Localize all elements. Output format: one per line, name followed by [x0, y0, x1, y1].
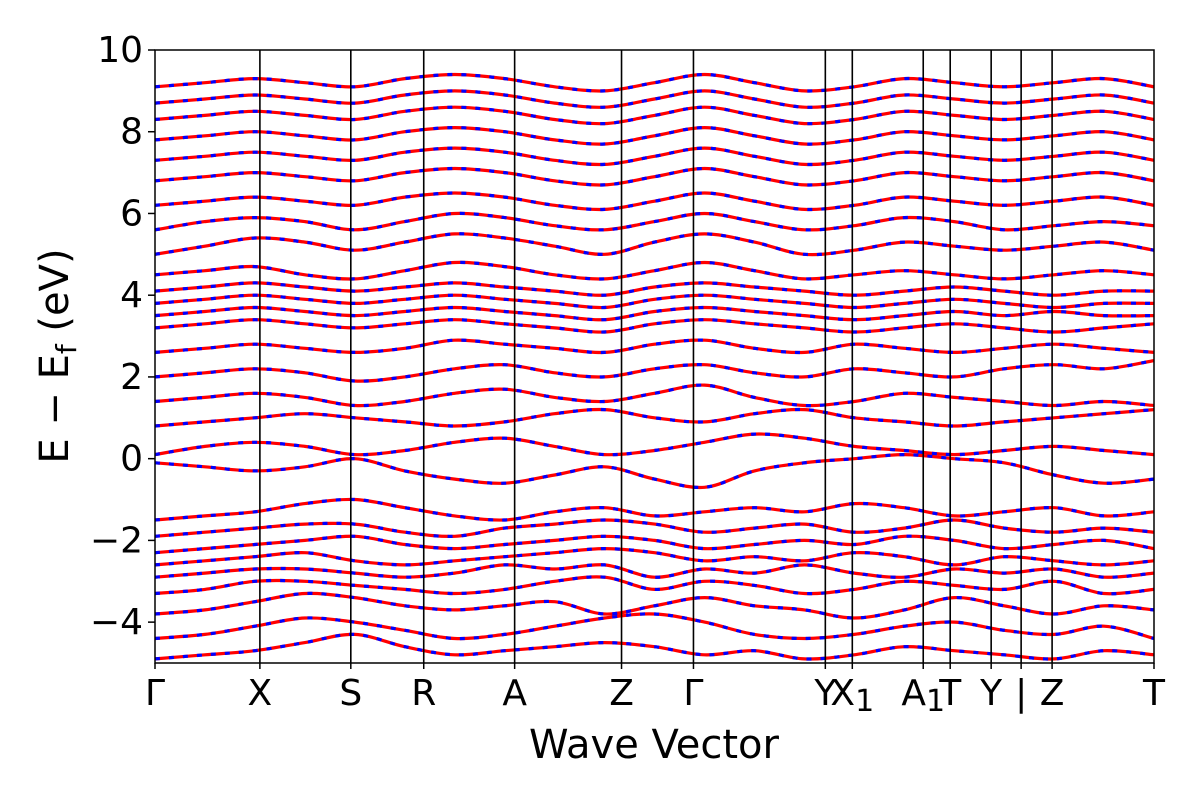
y-tick-label-3: 0: [120, 439, 143, 480]
y-tick-label-5: 4: [120, 275, 143, 316]
y-tick-label-7: 8: [120, 112, 143, 153]
band-line-overlay-11: [155, 432, 1154, 457]
band-line-overlay-1: [155, 632, 1154, 661]
x-tick-label-11: T: [938, 673, 962, 714]
band-line-12: [155, 407, 1154, 428]
band-line-17: [155, 305, 1154, 322]
x-tick-label-3: S: [339, 673, 362, 714]
band-line-overlay-28: [155, 89, 1154, 109]
y-axis-title-subscript: f: [50, 343, 83, 354]
x-tick-label-9: X1: [830, 673, 874, 719]
x-axis-title: Wave Vector: [529, 722, 780, 768]
x-tick-label-6: Z: [609, 673, 634, 714]
band-line-overlay-6: [155, 546, 1154, 567]
plot-frame: [154, 49, 1155, 664]
band-line-overlay-4: [155, 575, 1154, 596]
band-line-overlay-3: [155, 591, 1154, 620]
band-line-16: [155, 318, 1154, 334]
y-axis-ticks: −4 −2 0 2 4 6 8 10: [90, 30, 155, 643]
plot-background: [155, 50, 1154, 663]
band-line-overlay-25: [155, 146, 1154, 167]
x-tick-label-8: Y: [813, 673, 837, 714]
band-line-overlay-27: [155, 105, 1154, 126]
band-line-overlay-9: [155, 497, 1154, 522]
x-tick-label-12: Y: [979, 673, 1003, 714]
band-line-overlay-20: [155, 260, 1154, 281]
x-tick-label-7: Γ: [683, 673, 703, 714]
band-line-overlay-14: [155, 359, 1154, 383]
x-tick-label-4: R: [411, 673, 436, 714]
y-tick-label-2: −2: [90, 520, 143, 561]
x-tick-label-2: X: [248, 673, 273, 714]
y-tick-label-1: −4: [90, 602, 143, 643]
y-tick-label-6: 6: [120, 193, 143, 234]
x-tick-label-15: T: [1142, 673, 1166, 714]
band-line-overlay-22: [155, 211, 1154, 232]
x-tick-label-14: Z: [1040, 673, 1065, 714]
x-tick-label-13: |: [1015, 673, 1027, 714]
band-line-overlay-24: [155, 166, 1154, 187]
band-line-overlay-21: [155, 232, 1154, 257]
high-symmetry-lines: [259, 50, 1053, 663]
band-line-18: [155, 293, 1154, 310]
band-line-7: [155, 534, 1154, 555]
band-line-overlay-13: [155, 383, 1154, 408]
y-tick-label-8: 10: [97, 30, 143, 71]
x-tick-label-1: Γ: [145, 673, 165, 714]
band-line-overlay-8: [155, 518, 1154, 539]
band-line-15: [155, 338, 1154, 355]
band-line-overlay-23: [155, 191, 1154, 212]
x-tick-label-10: A1: [901, 673, 945, 719]
y-axis-title-main: E − E: [32, 354, 78, 464]
band-line-overlay-2: [155, 612, 1154, 641]
band-line-overlay-5: [155, 563, 1154, 579]
x-tick-label-5: A: [502, 673, 527, 714]
y-axis-title: E − Ef (eV): [32, 248, 83, 463]
band-line-overlay-26: [155, 125, 1154, 146]
y-tick-label-4: 2: [120, 357, 143, 398]
band-line-overlay-29: [155, 72, 1154, 93]
x-axis-ticks: Γ X S R A Z Γ YX1 A1T Y | Z T: [145, 663, 1166, 719]
band-line-overlay-10: [155, 452, 1154, 490]
band-lines: [155, 72, 1154, 661]
band-line-19: [155, 281, 1154, 297]
y-axis-title-unit: (eV): [32, 248, 78, 344]
